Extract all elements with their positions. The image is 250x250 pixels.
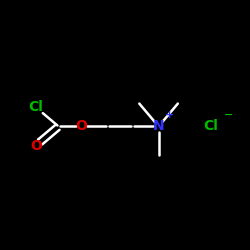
Text: O: O [76,120,87,134]
Text: Cl: Cl [28,100,43,114]
Text: N: N [153,120,164,134]
Text: O: O [30,139,42,153]
Text: Cl: Cl [203,120,218,134]
Text: −: − [224,110,233,120]
Text: +: + [165,110,174,120]
